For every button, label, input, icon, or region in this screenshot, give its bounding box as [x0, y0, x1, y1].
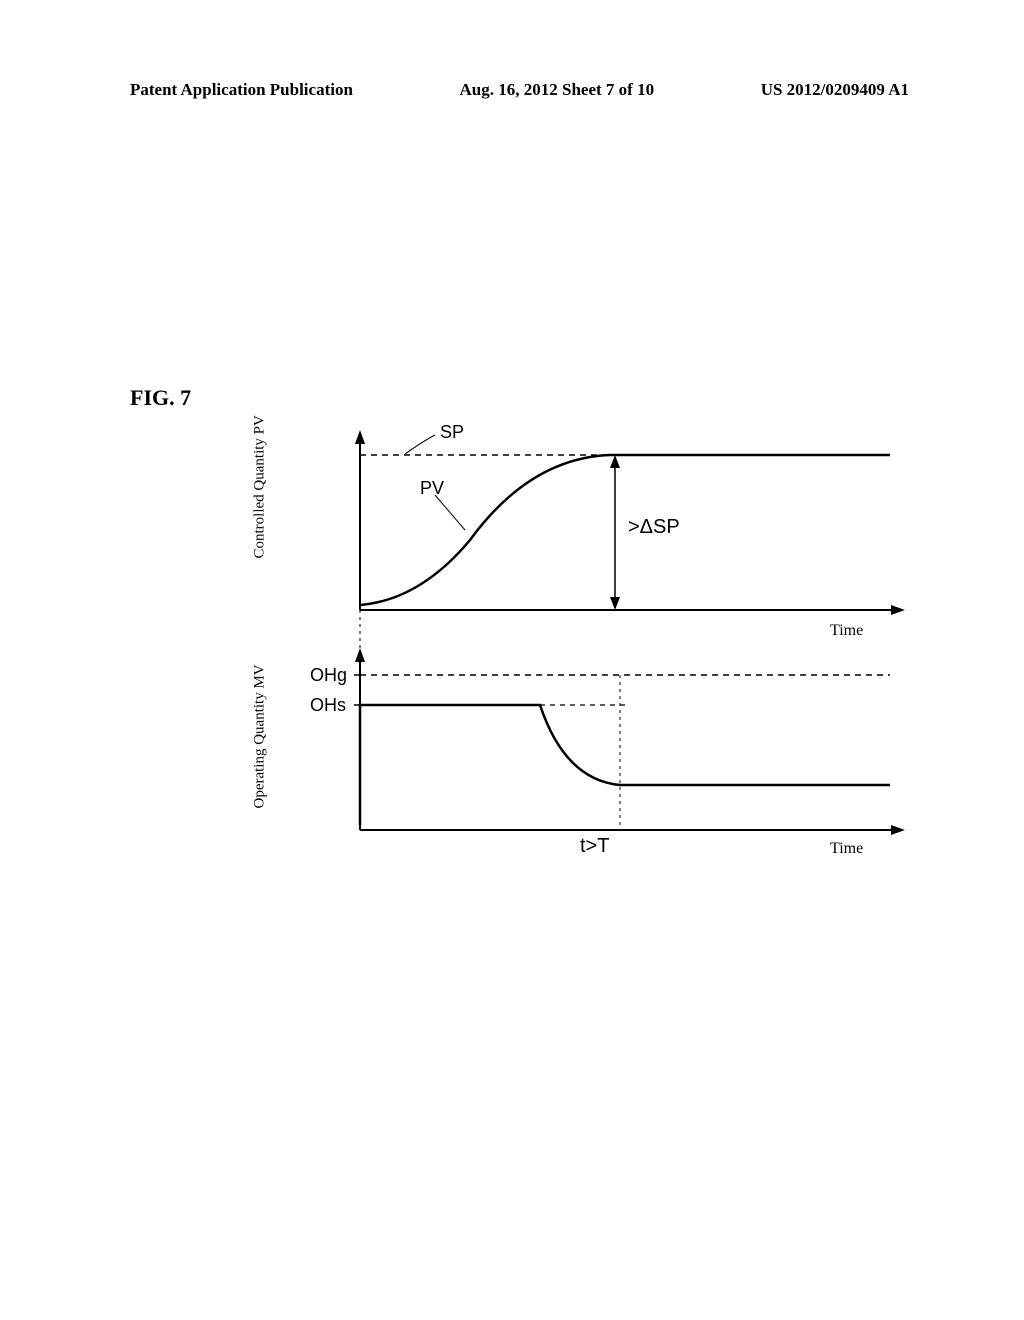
chart-area: Controlled Quantity PV Operating Quantit… [270, 430, 910, 860]
top-x-arrow [891, 605, 905, 615]
page-header: Patent Application Publication Aug. 16, … [130, 80, 909, 100]
y-axis-label-mv: Operating Quantity MV [252, 664, 269, 808]
time-label-top: Time [830, 622, 863, 640]
delta-sp-arrow-bottom [610, 597, 620, 610]
delta-sp-arrow-top [610, 455, 620, 468]
ohg-label: OHg [310, 665, 347, 686]
delta-sp-label: >ΔSP [628, 516, 680, 539]
top-y-arrow [355, 430, 365, 444]
bottom-x-arrow [891, 825, 905, 835]
ohs-label: OHs [310, 695, 346, 716]
header-center: Aug. 16, 2012 Sheet 7 of 10 [460, 80, 655, 100]
t-label: t>T [580, 835, 609, 858]
time-label-bottom: Time [830, 840, 863, 858]
y-axis-label-pv: Controlled Quantity PV [252, 415, 269, 558]
header-left: Patent Application Publication [130, 80, 353, 100]
mv-curve [360, 705, 890, 825]
sp-label: SP [440, 422, 464, 443]
pv-leader [435, 495, 465, 530]
header-right: US 2012/0209409 A1 [761, 80, 909, 100]
figure-label: FIG. 7 [130, 385, 191, 411]
sp-leader [405, 435, 435, 454]
chart-svg [330, 430, 910, 850]
pv-label: PV [420, 478, 444, 499]
